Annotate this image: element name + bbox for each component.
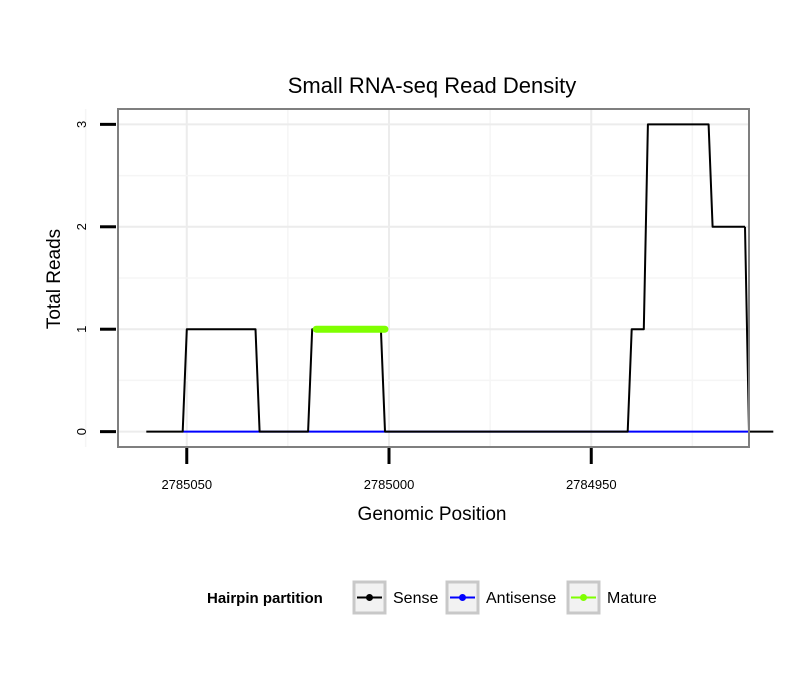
y-tick-label: 0 bbox=[74, 428, 89, 435]
y-axis-title: Total Reads bbox=[44, 229, 65, 329]
y-axis-ticks: 0 1 2 3 bbox=[74, 121, 116, 435]
x-tick-label: 2785050 bbox=[161, 477, 212, 492]
x-tick-label: 2784950 bbox=[566, 477, 617, 492]
y-tick-label: 2 bbox=[74, 223, 89, 230]
legend-key-point bbox=[366, 594, 373, 601]
legend-label: Sense bbox=[393, 590, 438, 607]
legend-item-antisense: Antisense bbox=[445, 580, 556, 615]
y-tick-label: 3 bbox=[74, 121, 89, 128]
legend-item-mature: Mature bbox=[566, 580, 657, 615]
y-tick-label: 1 bbox=[74, 326, 89, 333]
plot-panel-border bbox=[117, 108, 750, 448]
x-axis-title: Genomic Position bbox=[358, 504, 507, 525]
legend-key-point bbox=[580, 594, 587, 601]
legend-label: Antisense bbox=[486, 590, 556, 607]
chart-title: Small RNA-seq Read Density bbox=[288, 73, 577, 98]
series-line-sense bbox=[146, 123, 745, 433]
legend-key-point bbox=[459, 594, 466, 601]
legend-label: Mature bbox=[607, 590, 657, 607]
legend: Hairpin partition Sense Antisense Mature bbox=[207, 580, 657, 615]
legend-item-sense: Sense bbox=[352, 580, 438, 615]
x-tick-label: 2785000 bbox=[364, 477, 415, 492]
grid bbox=[84, 109, 749, 447]
x-axis-ticks: 2785050 2785000 2784950 bbox=[161, 448, 617, 492]
legend-title: Hairpin partition bbox=[207, 590, 323, 607]
